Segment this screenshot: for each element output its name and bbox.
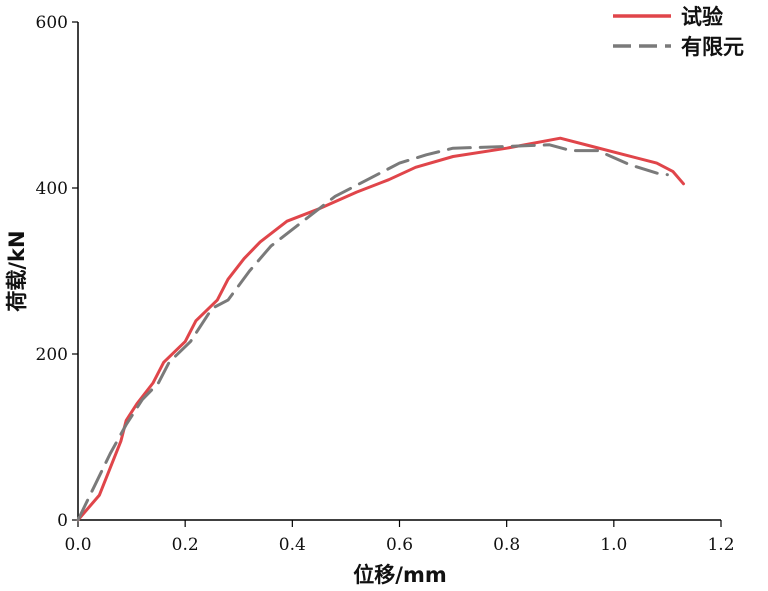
series-line-fem xyxy=(76,143,669,522)
x-tick-label: 1.2 xyxy=(707,535,734,555)
y-axis-title: 荷载/kN xyxy=(5,230,29,311)
axes xyxy=(77,22,721,521)
x-ticks: 0.0 0.2 0.4 0.6 0.8 1.0 1.2 xyxy=(64,520,735,555)
y-ticks: 0 200 400 600 xyxy=(36,13,78,531)
x-tick-label: 0.8 xyxy=(493,535,520,555)
x-tick-label: 0.0 xyxy=(64,535,91,555)
y-tick-label: 400 xyxy=(36,179,68,199)
x-tick-label: 0.4 xyxy=(279,535,306,555)
y-tick-label: 200 xyxy=(36,345,68,365)
legend-label: 试验 xyxy=(681,5,723,29)
legend-label: 有限元 xyxy=(681,35,744,59)
x-axis-title: 位移/mm xyxy=(353,563,446,587)
series-line-test xyxy=(76,136,685,522)
y-tick-label: 0 xyxy=(57,511,68,531)
x-tick-label: 0.6 xyxy=(386,535,413,555)
series-layer xyxy=(76,136,685,522)
x-tick-label: 1.0 xyxy=(600,535,627,555)
y-tick-label: 600 xyxy=(36,13,68,33)
x-tick-label: 0.2 xyxy=(172,535,199,555)
